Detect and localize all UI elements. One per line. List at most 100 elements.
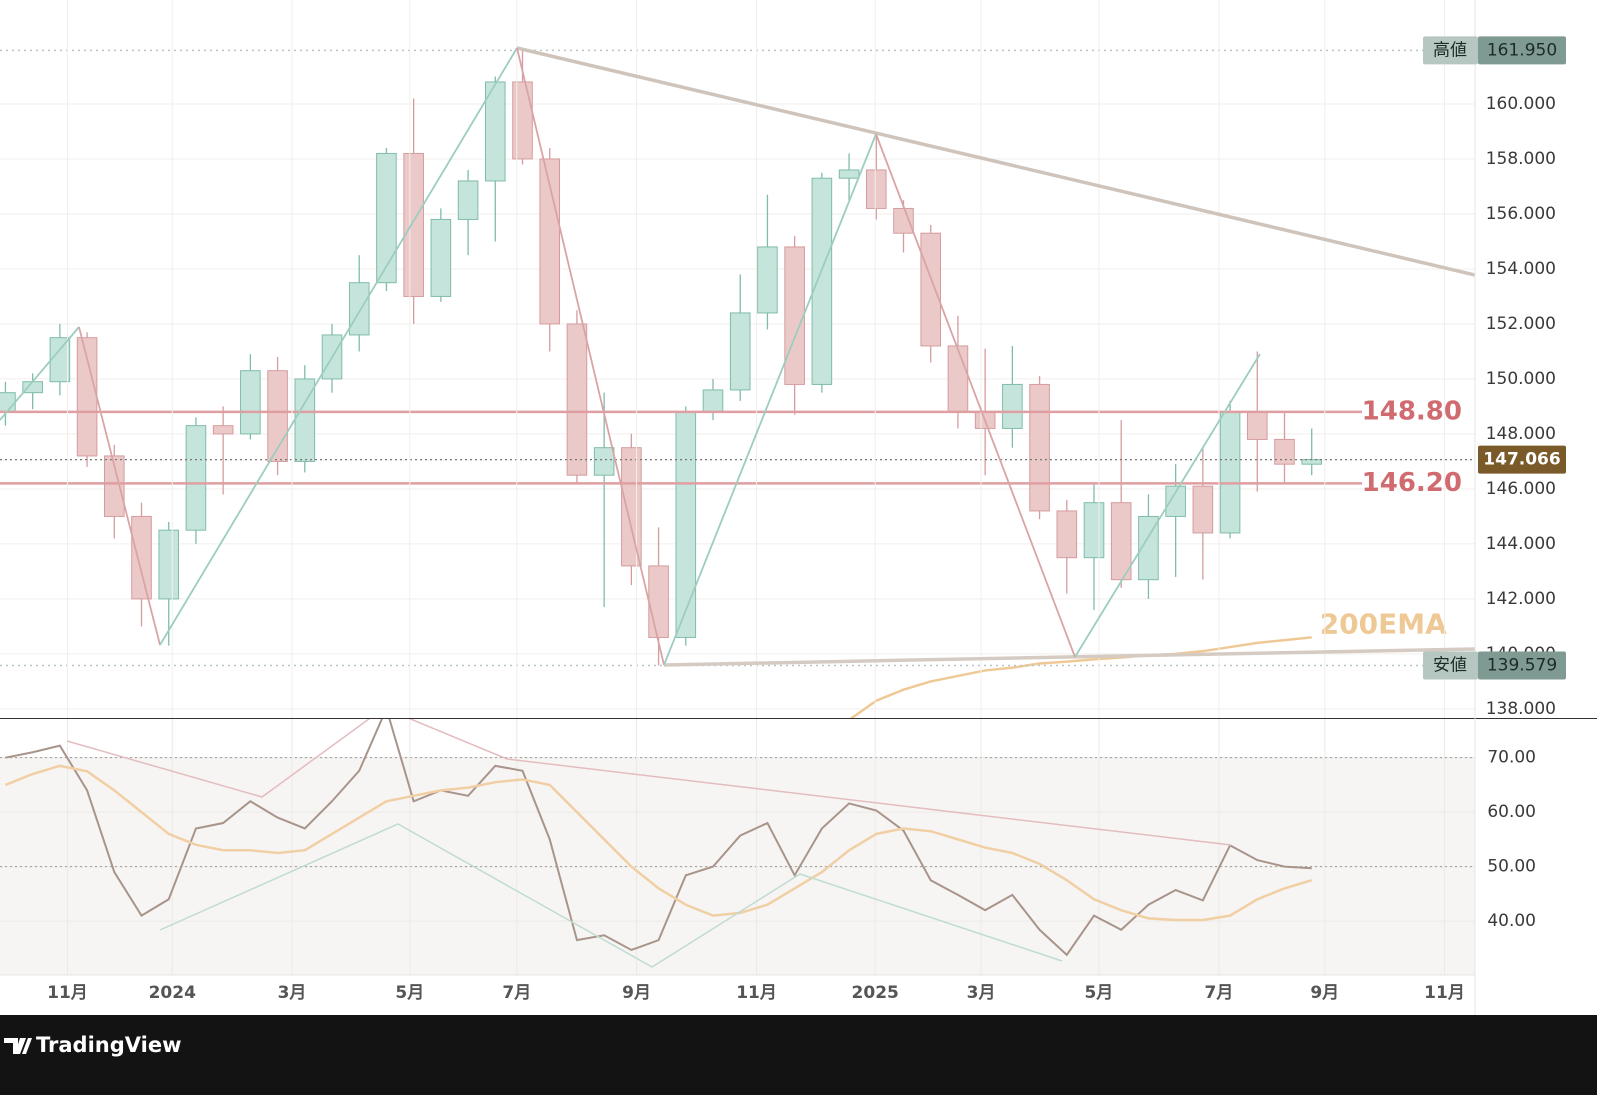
marker-value: 161.950: [1487, 40, 1557, 60]
zigzag: [0, 326, 80, 421]
candle-body: [702, 389, 724, 413]
candle-body: [104, 455, 125, 517]
marker-name-box: [1423, 651, 1478, 680]
candle-body: [430, 218, 452, 297]
y-tick-label: 152.000: [1486, 314, 1556, 334]
y-tick-label: 150.000: [1486, 369, 1556, 389]
x-tick-label: 5月: [1084, 983, 1113, 1003]
rsi-pane: [0, 719, 1475, 975]
candle-body: [1110, 502, 1132, 581]
y-tick-label: 160.000: [1486, 94, 1556, 114]
candle-body: [729, 312, 751, 391]
candle-body: [403, 152, 424, 297]
marker-value: 139.579: [1487, 656, 1557, 676]
candle-body: [1165, 485, 1186, 517]
zigzag: [78, 326, 161, 646]
x-tick-label: 7月: [502, 983, 531, 1003]
candle-body: [1056, 510, 1078, 559]
y-tick-label: 158.000: [1486, 149, 1556, 169]
candle-body: [566, 323, 588, 476]
zigzag: [516, 47, 665, 666]
x-tick-label: 11月: [736, 983, 777, 1003]
zigzag: [663, 133, 877, 666]
rsi-trend: [159, 823, 1063, 968]
last-price-box: [1478, 445, 1566, 474]
y-tick-label: 50.00: [1487, 857, 1536, 877]
candle-body: [1138, 515, 1159, 581]
candle-body: [457, 180, 479, 220]
candle-body: [947, 345, 969, 413]
candle-body: [158, 529, 180, 600]
y-tick-label: 146.000: [1486, 479, 1556, 499]
candle-body: [131, 515, 152, 600]
candle-body: [376, 152, 397, 284]
x-tick-label: 3月: [967, 983, 996, 1003]
candle-body: [1029, 383, 1050, 512]
level-label: 148.80: [1362, 396, 1462, 426]
candle-body: [22, 381, 43, 394]
y-tick-label: 40.00: [1487, 911, 1536, 931]
rsi-line: [4, 764, 1313, 922]
footer-brand: TradingView: [36, 1033, 181, 1057]
candle-body: [0, 392, 16, 413]
rsi-trend: [66, 719, 1232, 846]
x-tick-label: 3月: [278, 983, 307, 1003]
y-tick-label: 142.000: [1486, 589, 1556, 609]
marker-name-box: [1423, 36, 1478, 65]
footer-bar: [0, 1015, 1597, 1095]
x-tick-label: 9月: [1310, 983, 1339, 1003]
candle-body: [49, 337, 71, 383]
candle-body: [920, 232, 942, 347]
axes: 138.000140.000142.000144.000146.000148.0…: [0, 0, 1566, 1015]
candle-body: [1192, 485, 1214, 534]
trendline: [516, 46, 1475, 277]
x-tick-label: 2024: [149, 983, 196, 1003]
candle-body: [1301, 459, 1323, 465]
candle-body: [212, 425, 234, 435]
trendline: [663, 647, 1475, 667]
y-tick-label: 148.000: [1486, 424, 1556, 444]
candle-body: [1246, 411, 1268, 440]
rsi-line: [5, 719, 1312, 957]
candle-body: [675, 411, 697, 638]
marker-name: 高値: [1433, 40, 1467, 60]
candle-body: [512, 81, 533, 160]
x-tick-label: 11月: [1424, 983, 1465, 1003]
rsi-drawings: [66, 719, 1232, 968]
ema-line: [849, 636, 1312, 718]
candle-body: [185, 425, 207, 531]
candle-body: [811, 177, 833, 385]
zigzag: [875, 133, 1076, 658]
candle-body: [838, 169, 860, 179]
zigzag: [1074, 353, 1261, 658]
candle-body: [893, 207, 914, 234]
y-tick-label: 60.00: [1487, 802, 1536, 822]
candle-body: [757, 246, 778, 314]
candle-body: [648, 565, 669, 638]
y-tick-label: 154.000: [1486, 259, 1556, 279]
x-tick-label: 5月: [395, 983, 424, 1003]
y-tick-label: 144.000: [1486, 534, 1556, 554]
candle-body: [1219, 411, 1241, 534]
candle-body: [240, 370, 261, 435]
candle-body: [593, 447, 615, 476]
marker-value-box: [1478, 651, 1566, 680]
candle-body: [784, 246, 805, 385]
ema-label: 200EMA: [1320, 607, 1447, 640]
y-tick-label: 156.000: [1486, 204, 1556, 224]
x-tick-label: 9月: [622, 983, 651, 1003]
candle-body: [865, 169, 887, 209]
y-tick-label: 138.000: [1486, 699, 1556, 719]
marker-name: 安値: [1433, 656, 1467, 676]
x-tick-label: 7月: [1204, 983, 1233, 1003]
marker-value-box: [1478, 36, 1566, 65]
x-tick-label: 2025: [852, 983, 899, 1003]
zigzag: [159, 47, 518, 646]
last-price-label: 147.066: [1483, 450, 1560, 470]
drawings: [0, 46, 1475, 667]
candle-body: [484, 81, 506, 182]
candle-body: [348, 282, 370, 336]
candle-body: [1274, 438, 1295, 465]
